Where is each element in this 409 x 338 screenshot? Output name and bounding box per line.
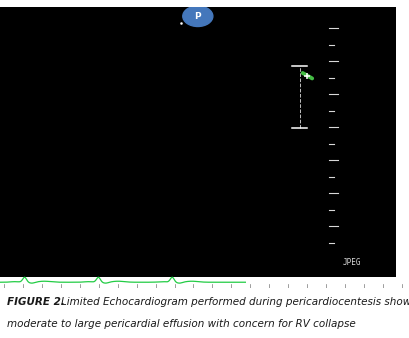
Text: P: P <box>194 12 201 21</box>
Text: JPEG: JPEG <box>342 258 360 267</box>
Text: moderate to large pericardial effusion with concern for RV collapse: moderate to large pericardial effusion w… <box>7 319 355 329</box>
Text: Limited Echocardiogram performed during pericardiocentesis showing: Limited Echocardiogram performed during … <box>61 297 409 307</box>
Circle shape <box>182 6 212 26</box>
Text: FIGURE 2.: FIGURE 2. <box>7 297 65 307</box>
